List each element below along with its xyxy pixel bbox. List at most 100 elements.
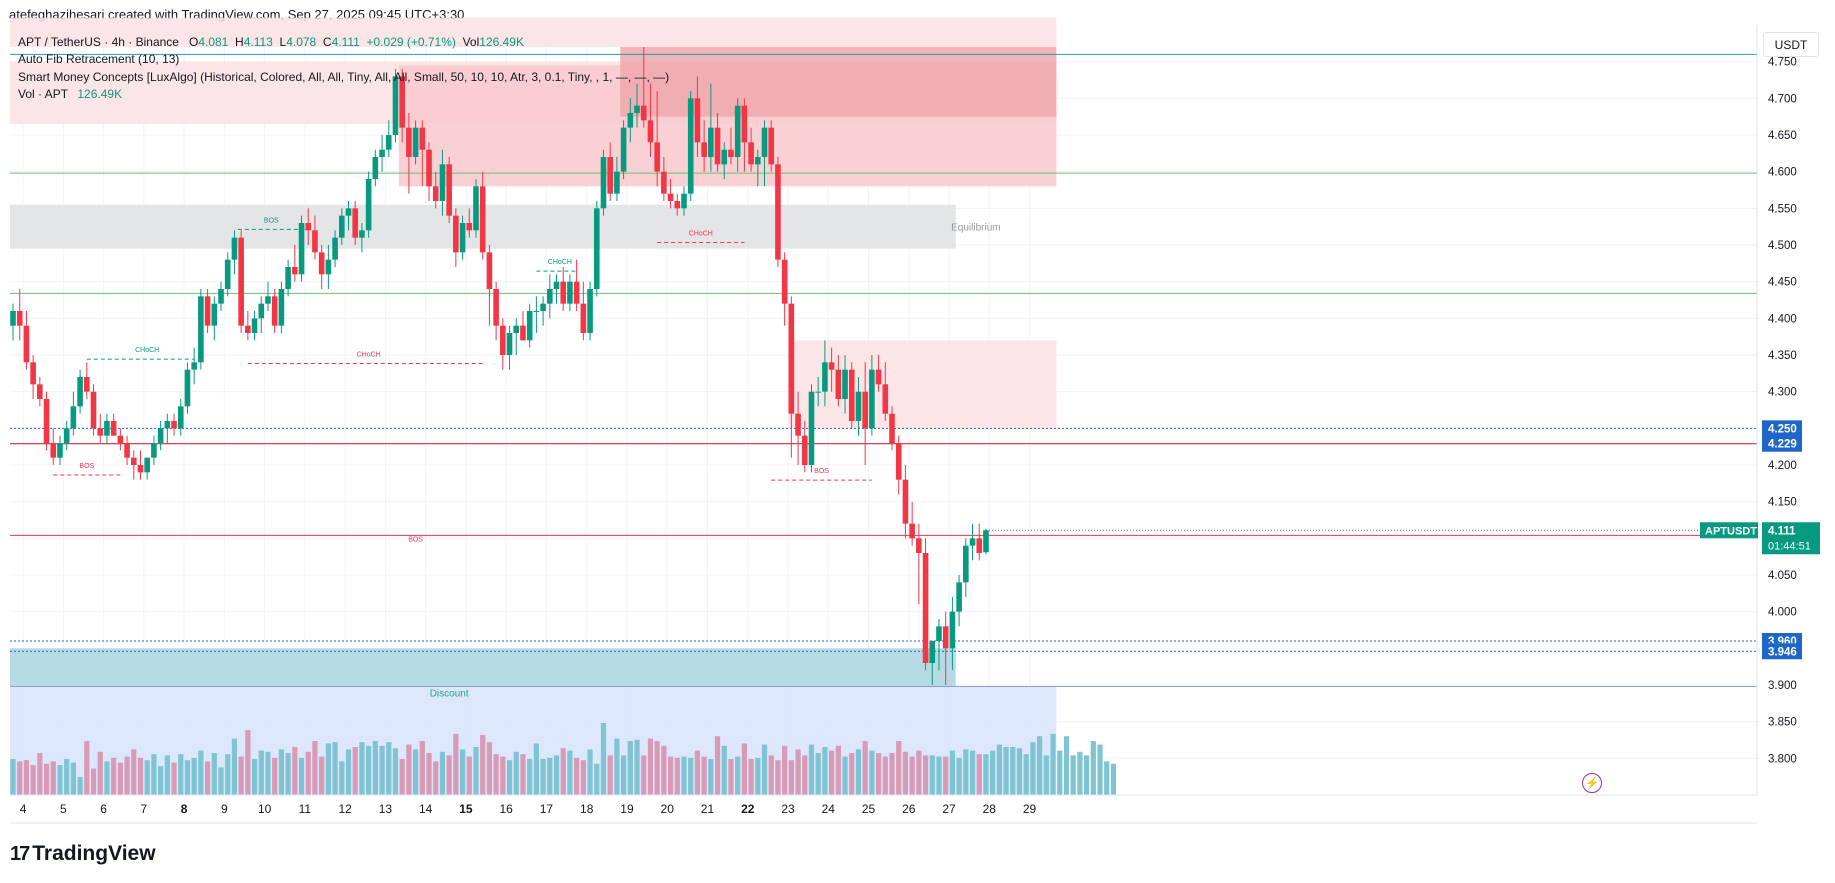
candle-body[interactable] xyxy=(835,369,842,399)
candle-body[interactable] xyxy=(533,311,540,312)
candle-body[interactable] xyxy=(271,296,278,326)
volume-indicator-name[interactable]: Vol · APT xyxy=(18,87,69,101)
candle-body[interactable] xyxy=(620,127,627,172)
candle-body[interactable] xyxy=(231,237,238,260)
candle-body[interactable] xyxy=(157,428,164,443)
candle-body[interactable] xyxy=(292,267,298,275)
candle-body[interactable] xyxy=(265,296,271,304)
candle-body[interactable] xyxy=(580,303,587,333)
candle-body[interactable] xyxy=(23,325,30,363)
candle-body[interactable] xyxy=(547,289,553,304)
candle-body[interactable] xyxy=(312,230,318,253)
candle-body[interactable] xyxy=(956,582,962,612)
candle-body[interactable] xyxy=(130,457,137,465)
candle-body[interactable] xyxy=(828,362,835,370)
candle-body[interactable] xyxy=(318,252,325,275)
candle-body[interactable] xyxy=(775,164,781,260)
candle-body[interactable] xyxy=(406,127,412,157)
candle-body[interactable] xyxy=(694,98,701,143)
candle-body[interactable] xyxy=(224,259,231,289)
candle-body[interactable] xyxy=(30,362,36,385)
candle-body[interactable] xyxy=(862,391,868,429)
volume-indicator-legend[interactable]: Vol · APT 126.49K xyxy=(18,87,122,101)
candle-body[interactable] xyxy=(929,641,936,663)
candle-body[interactable] xyxy=(822,362,828,392)
candle-body[interactable] xyxy=(748,142,754,165)
candle-body[interactable] xyxy=(640,105,647,121)
candle-body[interactable] xyxy=(540,303,546,311)
candle-body[interactable] xyxy=(781,259,788,304)
candle-body[interactable] xyxy=(432,186,439,201)
candle-body[interactable] xyxy=(43,399,50,443)
candle-body[interactable] xyxy=(916,538,922,553)
candle-body[interactable] xyxy=(124,443,130,458)
candle-body[interactable] xyxy=(305,223,312,231)
candle-body[interactable] xyxy=(184,369,191,407)
candle-body[interactable] xyxy=(419,127,426,150)
candle-body[interactable] xyxy=(466,223,473,231)
candle-body[interactable] xyxy=(567,281,573,304)
candle-body[interactable] xyxy=(768,127,775,165)
candle-body[interactable] xyxy=(144,457,150,473)
candle-body[interactable] xyxy=(57,443,63,458)
candle-body[interactable] xyxy=(607,157,613,194)
candle-body[interactable] xyxy=(392,76,399,135)
smc-indicator-name[interactable]: Smart Money Concepts [LuxAlgo] (Historic… xyxy=(18,70,670,84)
candle-body[interactable] xyxy=(238,237,244,326)
candle-body[interactable] xyxy=(218,289,224,304)
candle-body[interactable] xyxy=(365,179,372,231)
candle-body[interactable] xyxy=(761,127,768,157)
candle-body[interactable] xyxy=(459,223,466,253)
candle-body[interactable] xyxy=(741,105,748,143)
candle-body[interactable] xyxy=(473,186,479,231)
candle-body[interactable] xyxy=(681,193,687,209)
candle-body[interactable] xyxy=(426,149,432,187)
candle-body[interactable] xyxy=(922,553,929,663)
candle-body[interactable] xyxy=(869,369,875,429)
candle-body[interactable] xyxy=(70,406,77,429)
candle-body[interactable] xyxy=(446,164,452,216)
candle-body[interactable] xyxy=(942,626,949,649)
candle-body[interactable] xyxy=(412,127,419,157)
candle-body[interactable] xyxy=(801,435,808,465)
candle-body[interactable] xyxy=(848,369,855,421)
candle-body[interactable] xyxy=(808,391,815,465)
candle-body[interactable] xyxy=(285,267,291,289)
candle-body[interactable] xyxy=(117,435,124,443)
currency-button[interactable]: USDT xyxy=(1763,32,1819,57)
candle-body[interactable] xyxy=(385,135,392,150)
candle-body[interactable] xyxy=(110,421,117,436)
candle-body[interactable] xyxy=(902,479,909,524)
candle-body[interactable] xyxy=(84,377,90,392)
candle-body[interactable] xyxy=(198,296,204,363)
candle-body[interactable] xyxy=(728,149,734,157)
candle-body[interactable] xyxy=(976,538,983,553)
tradingview-logo[interactable]: 17 TradingView xyxy=(10,842,156,866)
candle-body[interactable] xyxy=(171,421,177,429)
candle-body[interactable] xyxy=(352,208,359,238)
candle-body[interactable] xyxy=(258,303,265,319)
candle-body[interactable] xyxy=(439,164,446,201)
candle-body[interactable] xyxy=(714,127,721,165)
candle-body[interactable] xyxy=(399,76,405,128)
candle-body[interactable] xyxy=(963,545,969,583)
candle-body[interactable] xyxy=(372,157,379,179)
candle-body[interactable] xyxy=(788,303,795,414)
candle-body[interactable] xyxy=(104,421,110,436)
candle-body[interactable] xyxy=(493,289,499,326)
candle-body[interactable] xyxy=(191,362,197,370)
candle-body[interactable] xyxy=(627,113,634,128)
fib-indicator-legend[interactable]: Auto Fib Retracement (10, 13) xyxy=(18,52,179,66)
candle-body[interactable] xyxy=(936,626,942,641)
candle-body[interactable] xyxy=(63,428,70,443)
candle-body[interactable] xyxy=(298,223,305,275)
candle-body[interactable] xyxy=(875,369,882,385)
candle-body[interactable] xyxy=(909,523,915,539)
candle-body[interactable] xyxy=(278,289,285,326)
candle-body[interactable] xyxy=(949,611,956,649)
candle-body[interactable] xyxy=(708,127,714,157)
candle-body[interactable] xyxy=(251,318,258,333)
candle-body[interactable] xyxy=(245,325,251,333)
candle-body[interactable] xyxy=(600,157,607,209)
candle-body[interactable] xyxy=(573,281,580,304)
